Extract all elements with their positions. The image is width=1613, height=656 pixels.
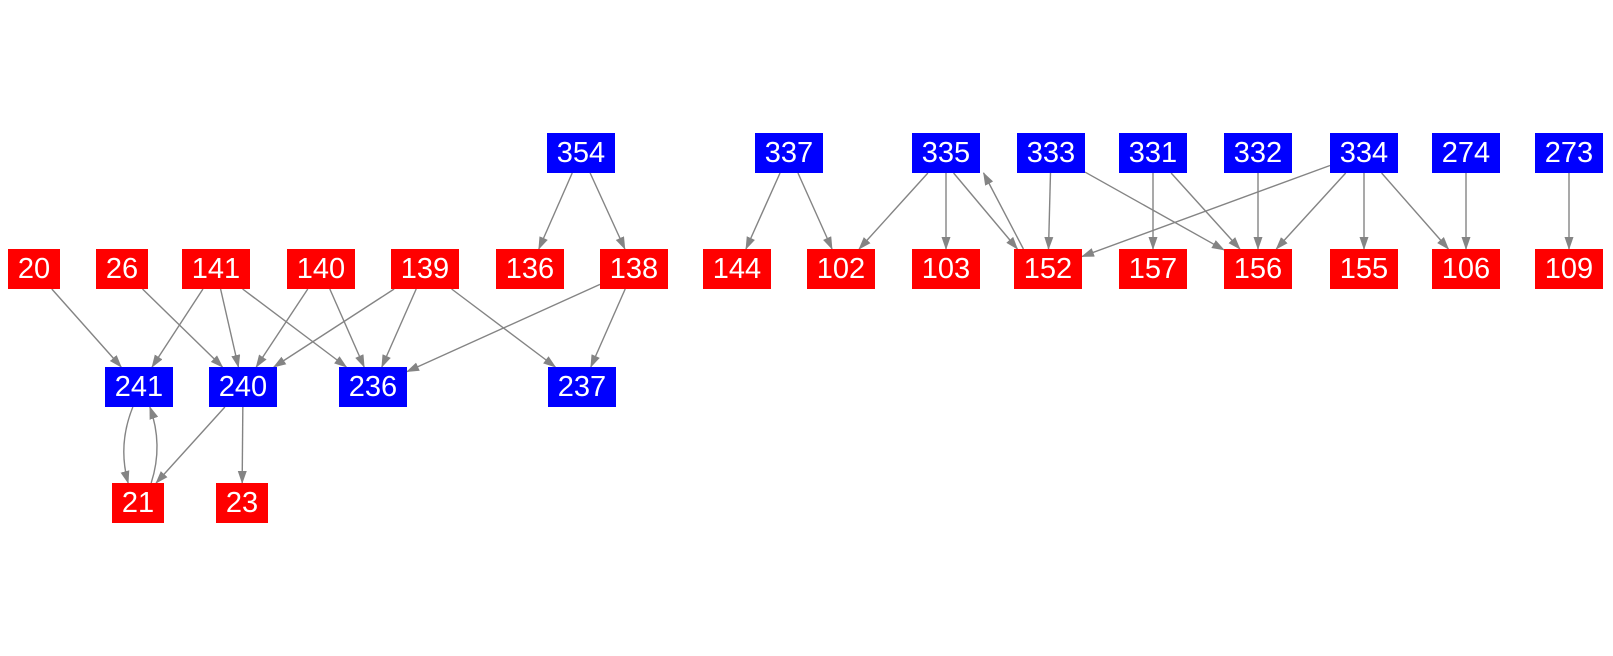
graph-edge-354-136	[538, 172, 573, 250]
graph-node-103: 103	[912, 249, 980, 289]
graph-edge-141-236	[242, 288, 348, 368]
graph-edge-335-152	[953, 172, 1019, 250]
graph-node-333: 333	[1017, 133, 1085, 173]
graph-edge-333-152	[1044, 172, 1054, 250]
graph-node-241: 241	[105, 367, 173, 407]
graph-edge-241-21	[120, 406, 134, 484]
graph-node-144: 144	[703, 249, 771, 289]
graph-edge-21-241	[149, 406, 159, 484]
graph-edge-335-102	[858, 172, 929, 250]
graph-node-139: 139	[391, 249, 459, 289]
graph-node-337: 337	[755, 133, 823, 173]
graph-edge-240-21	[155, 406, 226, 484]
graph-edge-334-156	[1275, 172, 1347, 250]
graph-edge-333-156	[1084, 171, 1225, 251]
graph-node-141: 141	[182, 249, 250, 289]
graph-edge-139-240	[273, 288, 395, 368]
graph-node-354: 354	[547, 133, 615, 173]
graph-node-236: 236	[339, 367, 407, 407]
graph-node-237: 237	[548, 367, 616, 407]
graph-node-157: 157	[1119, 249, 1187, 289]
graph-node-152: 152	[1014, 249, 1082, 289]
graph-node-106: 106	[1432, 249, 1500, 289]
graph-node-138: 138	[600, 249, 668, 289]
graph-edge-140-236	[329, 288, 365, 368]
graph-edge-140-240	[255, 288, 309, 368]
graph-edge-139-236	[381, 288, 417, 368]
graph-node-273: 273	[1535, 133, 1603, 173]
graph-edge-138-237	[590, 288, 626, 368]
graph-edge-141-241	[151, 288, 204, 368]
graph-node-332: 332	[1224, 133, 1292, 173]
graph-node-334: 334	[1330, 133, 1398, 173]
graph-edge-337-102	[797, 172, 833, 250]
graph-node-21: 21	[112, 483, 164, 523]
graph-node-140: 140	[287, 249, 355, 289]
graph-node-331: 331	[1119, 133, 1187, 173]
edge-group	[51, 164, 1574, 484]
graph-edge-334-152	[1081, 164, 1331, 258]
graph-edge-141-240	[219, 288, 241, 368]
graph-edge-354-138	[589, 172, 626, 250]
graph-edge-334-106	[1381, 172, 1450, 250]
graph-node-155: 155	[1330, 249, 1398, 289]
graph-edge-240-23	[237, 406, 247, 484]
graph-node-274: 274	[1432, 133, 1500, 173]
graph-edge-26-240	[142, 288, 224, 368]
graph-node-335: 335	[912, 133, 980, 173]
graph-node-26: 26	[96, 249, 148, 289]
graph-edge-20-241	[51, 288, 122, 368]
graph-node-240: 240	[209, 367, 277, 407]
graph-node-136: 136	[496, 249, 564, 289]
graph-node-23: 23	[216, 483, 268, 523]
graph-edge-138-236	[406, 283, 601, 373]
graph-edge-152-335	[982, 172, 1025, 250]
graph-node-156: 156	[1224, 249, 1292, 289]
graph-edge-337-144	[745, 172, 781, 250]
graph-node-102: 102	[807, 249, 875, 289]
graph-node-109: 109	[1535, 249, 1603, 289]
graph-node-20: 20	[8, 249, 60, 289]
